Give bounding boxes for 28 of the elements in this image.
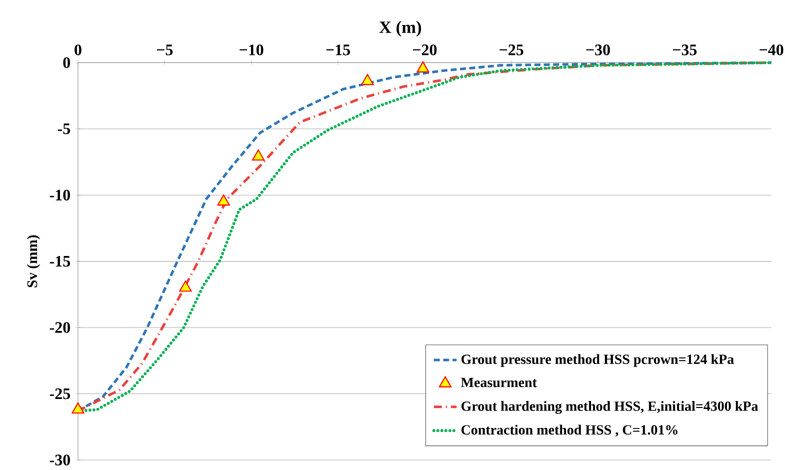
x-tick-label: −25 bbox=[500, 44, 524, 56]
x-axis-title: X (m) bbox=[379, 20, 422, 37]
y-axis-title: Sv (mm) bbox=[26, 235, 40, 288]
point bbox=[217, 194, 230, 206]
y-tick-label: -5 bbox=[58, 124, 70, 134]
y-tick-label: -20 bbox=[50, 322, 70, 333]
point bbox=[179, 280, 192, 292]
point bbox=[361, 74, 374, 86]
y-tick-label: -10 bbox=[50, 190, 70, 200]
point bbox=[72, 402, 84, 414]
point bbox=[416, 61, 430, 72]
x-tick-label: −40 bbox=[760, 44, 784, 56]
x-tick-label: −10 bbox=[240, 44, 264, 56]
y-tick-label: -15 bbox=[50, 256, 70, 267]
y-tick-label: -30 bbox=[50, 454, 70, 466]
y-tick-label: 0 bbox=[63, 57, 70, 68]
x-tick-label: −20 bbox=[412, 44, 437, 56]
legend-label: Grout pressure method HSS pcrown=124 kPa bbox=[461, 354, 734, 367]
legend-label: Measurment bbox=[460, 378, 537, 388]
legend-label: Grout hardening method HSS, E,initial=4300 kPa bbox=[461, 401, 758, 414]
x-tick-label: 0 bbox=[74, 44, 82, 56]
legend-label: Contraction method HSS , C=1.01% bbox=[461, 424, 678, 437]
y-tick-label: -25 bbox=[50, 388, 70, 400]
point bbox=[252, 149, 265, 161]
x-tick-label: −30 bbox=[586, 44, 610, 56]
x-tick-label: −35 bbox=[672, 44, 697, 56]
x-tick-label: −15 bbox=[326, 44, 350, 56]
x-tick-label: −5 bbox=[156, 44, 173, 56]
